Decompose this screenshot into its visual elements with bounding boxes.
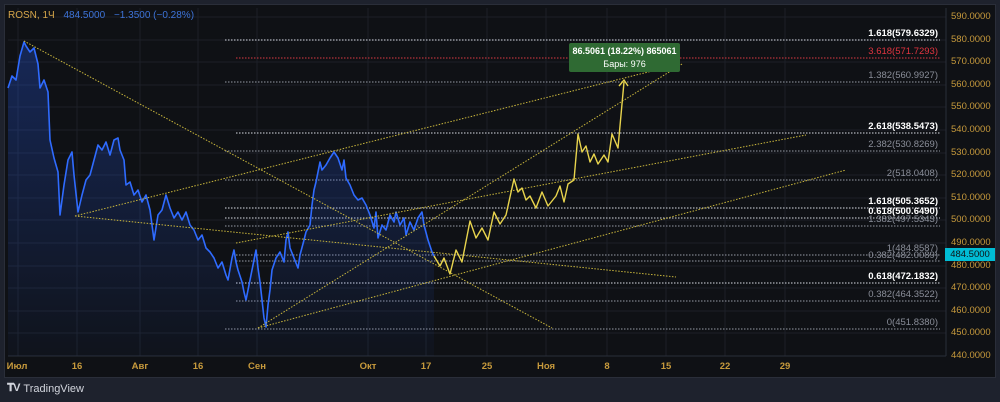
- fib-label: 2.618(538.5473): [868, 121, 938, 132]
- price-tick: 590.0000: [951, 11, 991, 22]
- price-tick: 500.0000: [951, 214, 991, 225]
- current-price-badge: 484.5000: [945, 248, 995, 261]
- symbol-name: ROSN, 1Ч: [8, 10, 55, 21]
- fib-label: 2.382(530.8269): [868, 139, 938, 150]
- measure-bars: Бары: 976: [603, 59, 646, 69]
- price-tick: 570.0000: [951, 56, 991, 67]
- price-area: [8, 42, 434, 356]
- fib-label: 0(451.8380): [886, 317, 938, 328]
- price-line[interactable]: [7, 41, 435, 328]
- price-tick: 550.0000: [951, 101, 991, 112]
- fib-label: 0.618(472.1832): [868, 271, 938, 282]
- fib-label: 2(518.0408): [886, 168, 938, 179]
- tradingview-brand[interactable]: 𝐓V TradingView: [7, 382, 84, 395]
- fib-label: 1.382(560.9927): [868, 70, 938, 81]
- time-tick: Июл: [6, 361, 28, 372]
- tradingview-logo-icon: 𝐓V: [7, 382, 20, 394]
- projection-path[interactable]: [433, 81, 625, 275]
- measure-change: 86.5061 (18.22%) 865061: [572, 46, 677, 56]
- fib-label: 0.382(464.3522): [868, 289, 938, 300]
- fib-label: 3.618(571.7293): [868, 46, 938, 57]
- time-tick: 25: [481, 361, 493, 372]
- price-tick: 490.0000: [951, 237, 991, 248]
- fib-label: 1.618(579.6329): [868, 28, 938, 39]
- trend-lines[interactable]: [23, 40, 847, 329]
- fib-label: 1(484.8587): [886, 243, 938, 254]
- brand-name: TradingView: [23, 382, 84, 395]
- price-tick: 560.0000: [951, 79, 991, 90]
- time-tick: Окт: [359, 361, 377, 372]
- price-change: −1.3500 (−0.28%): [113, 10, 195, 21]
- time-tick: 17: [420, 361, 432, 372]
- price-tick: 470.0000: [951, 282, 991, 293]
- price-tick: 480.0000: [951, 260, 991, 271]
- fib-label: 1.618(505.3652): [868, 196, 938, 207]
- time-tick: 8: [604, 361, 610, 372]
- price-tick: 460.0000: [951, 305, 991, 316]
- fib-label: 0.618(500.6490): [868, 206, 938, 217]
- price-range-measure[interactable]: 86.5061 (18.22%) 865061 Бары: 976: [569, 43, 680, 72]
- last-price: 484.5000: [63, 10, 106, 21]
- time-tick: Ноя: [536, 361, 556, 372]
- time-tick: 22: [719, 361, 731, 372]
- projection-arrowhead: [618, 78, 629, 87]
- price-tick: 450.0000: [951, 327, 991, 338]
- symbol-legend[interactable]: ROSN, 1Ч 484.5000 −1.3500 (−0.28%): [8, 10, 194, 21]
- time-tick: Сен: [248, 361, 266, 372]
- price-tick: 530.0000: [951, 147, 991, 158]
- time-tick: 16: [192, 361, 204, 372]
- time-tick: 15: [660, 361, 672, 372]
- price-tick: 520.0000: [951, 169, 991, 180]
- price-tick: 580.0000: [951, 34, 991, 45]
- fib-label: 0.382(482.0089): [868, 250, 938, 261]
- time-tick: Авг: [131, 361, 149, 372]
- price-tick: 540.0000: [951, 124, 991, 135]
- time-tick: 16: [71, 361, 83, 372]
- fib-label: 1.382(497.5343): [868, 214, 938, 225]
- price-tick: 440.0000: [951, 350, 991, 361]
- price-tick: 510.0000: [951, 192, 991, 203]
- time-tick: 29: [779, 361, 791, 372]
